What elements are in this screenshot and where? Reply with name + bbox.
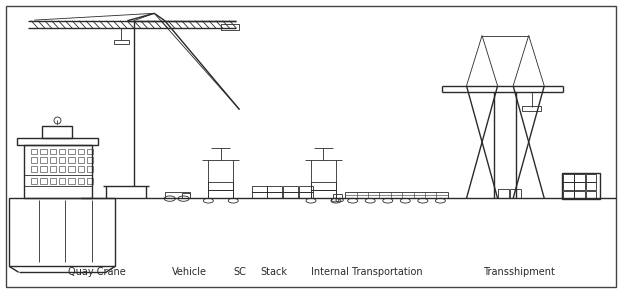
Bar — [78, 178, 84, 184]
Bar — [208, 182, 233, 190]
Text: Quay Crane: Quay Crane — [68, 267, 125, 277]
Bar — [31, 166, 37, 172]
Bar — [267, 192, 282, 198]
Bar — [87, 166, 93, 172]
Bar — [31, 149, 37, 154]
Bar — [87, 157, 93, 163]
Bar — [299, 186, 313, 192]
Bar — [31, 157, 37, 163]
Bar — [574, 174, 585, 182]
Bar — [522, 106, 541, 111]
Bar — [59, 149, 65, 154]
Bar — [50, 178, 56, 184]
Bar — [114, 40, 129, 44]
Bar — [87, 178, 93, 184]
Bar — [78, 166, 84, 172]
Bar — [345, 192, 448, 198]
Bar — [40, 166, 47, 172]
Bar — [267, 186, 282, 192]
Bar — [208, 190, 233, 198]
Bar — [68, 166, 75, 172]
Bar — [59, 166, 65, 172]
Bar — [574, 182, 585, 190]
Bar — [252, 186, 267, 192]
Bar — [182, 193, 190, 198]
Bar — [31, 178, 37, 184]
Bar — [68, 149, 75, 154]
Text: Vehicle: Vehicle — [172, 267, 207, 277]
Bar — [510, 189, 521, 198]
Bar — [586, 174, 596, 182]
Bar — [50, 157, 56, 163]
Bar — [78, 157, 84, 163]
Bar — [40, 149, 47, 154]
Bar — [50, 149, 56, 154]
Bar — [9, 198, 115, 266]
Bar — [586, 191, 596, 198]
Bar — [283, 192, 298, 198]
Bar — [24, 145, 92, 198]
Bar — [283, 186, 298, 192]
Bar — [87, 149, 93, 154]
Bar — [311, 182, 336, 190]
Bar — [586, 182, 596, 190]
Text: Internal Transportation: Internal Transportation — [311, 267, 423, 277]
Bar — [17, 138, 98, 145]
Bar — [311, 190, 336, 198]
Text: SC: SC — [233, 267, 246, 277]
Bar — [40, 178, 47, 184]
Bar — [252, 192, 267, 198]
Bar — [68, 157, 75, 163]
Bar — [68, 178, 75, 184]
Bar — [221, 24, 239, 30]
Bar — [59, 157, 65, 163]
Bar — [574, 191, 585, 198]
Bar — [42, 126, 72, 138]
Bar — [498, 189, 509, 198]
Text: Stack: Stack — [260, 267, 287, 277]
Bar — [78, 149, 84, 154]
Text: Transshipment: Transshipment — [483, 267, 555, 277]
Bar — [563, 182, 573, 190]
Bar — [299, 192, 313, 198]
Bar — [50, 166, 56, 172]
Bar — [40, 157, 47, 163]
Bar — [59, 178, 65, 184]
Bar — [333, 194, 342, 198]
Bar — [563, 191, 573, 198]
Bar — [165, 192, 190, 198]
Bar — [562, 173, 600, 199]
Bar — [563, 174, 573, 182]
